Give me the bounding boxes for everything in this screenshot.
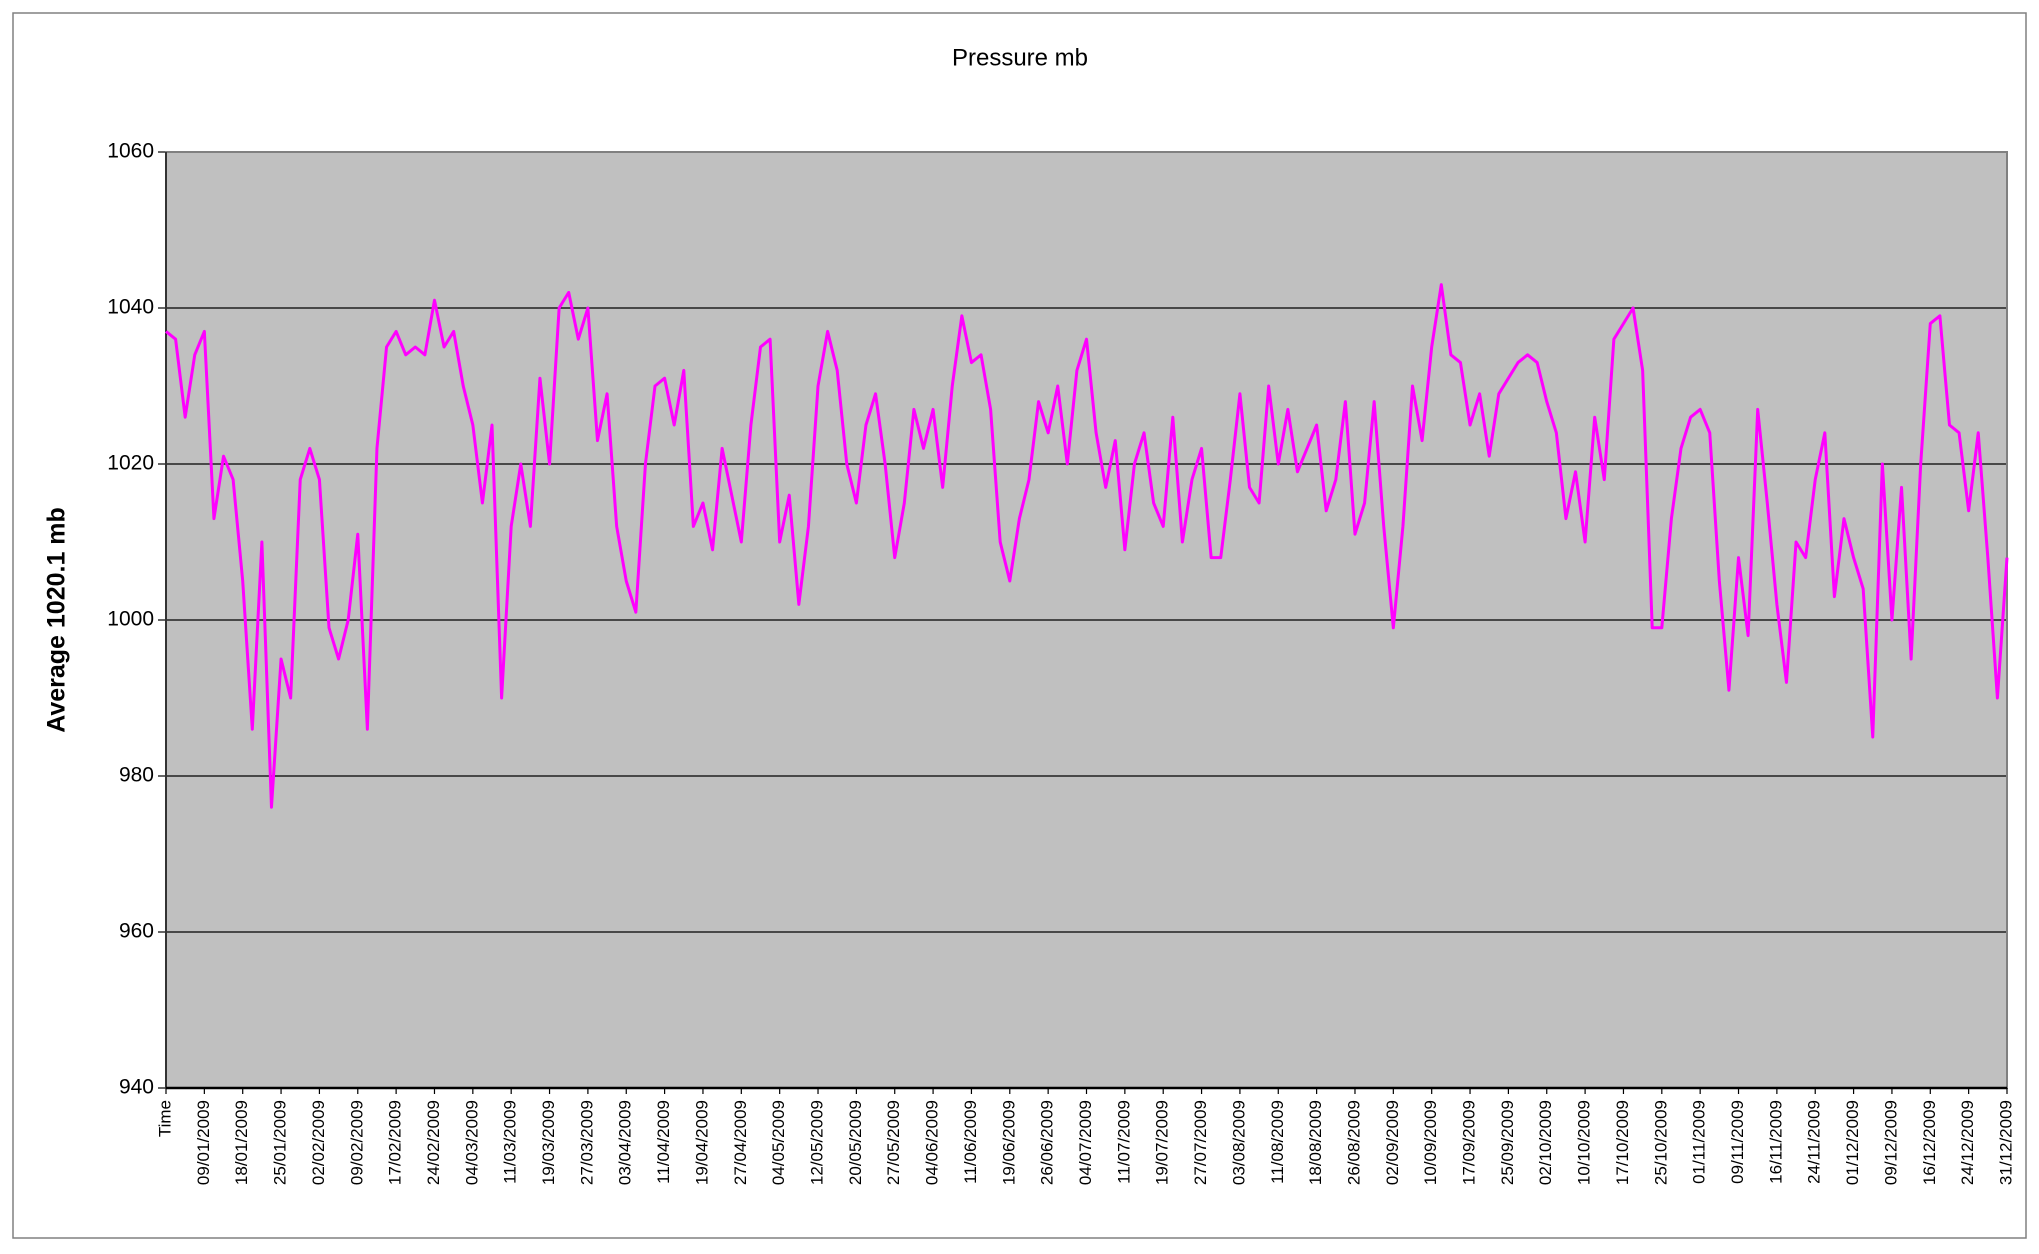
x-tick-label: 03/04/2009 [616, 1100, 635, 1185]
x-tick-label: 02/10/2009 [1536, 1100, 1555, 1185]
x-tick-label: 26/08/2009 [1344, 1100, 1363, 1185]
x-tick-label: 17/02/2009 [386, 1100, 405, 1185]
x-tick-label: 17/09/2009 [1460, 1100, 1479, 1185]
x-tick-label: 19/06/2009 [999, 1100, 1018, 1185]
x-tick-label: 19/07/2009 [1153, 1100, 1172, 1185]
x-tick-label: 11/03/2009 [501, 1100, 520, 1184]
x-tick-label: 27/04/2009 [731, 1100, 750, 1185]
x-tick-label: 11/08/2009 [1268, 1100, 1287, 1184]
x-tick-label: 27/03/2009 [577, 1100, 596, 1185]
x-tick-label: 24/11/2009 [1805, 1100, 1824, 1184]
x-tick-label: 03/08/2009 [1229, 1100, 1248, 1185]
chart-title: Pressure mb [952, 44, 1088, 71]
y-tick-label: 940 [119, 1076, 154, 1099]
y-tick-label: 1020 [107, 452, 154, 475]
x-tick-label: 09/01/2009 [194, 1100, 213, 1185]
x-tick-label: 25/09/2009 [1498, 1100, 1517, 1185]
x-tick-label: 10/09/2009 [1421, 1100, 1440, 1185]
x-tick-label: 09/11/2009 [1728, 1100, 1747, 1184]
x-tick-label: 27/07/2009 [1191, 1100, 1210, 1185]
x-tick-label: 11/04/2009 [654, 1100, 673, 1184]
data-line [165, 283, 2009, 809]
x-tick-label: 01/12/2009 [1843, 1100, 1862, 1185]
y-tick-label: 1040 [107, 296, 154, 319]
x-tick-label: 31/12/2009 [1996, 1100, 2015, 1185]
x-tick-label: 10/10/2009 [1575, 1100, 1594, 1185]
x-tick-label: 19/04/2009 [692, 1100, 711, 1185]
x-tick-label: 18/01/2009 [232, 1100, 251, 1185]
x-tick-label: 04/06/2009 [923, 1100, 942, 1185]
x-tick-label: 01/11/2009 [1690, 1100, 1709, 1184]
y-tick-label: 980 [119, 764, 154, 787]
y-tick-label: 960 [119, 920, 154, 943]
x-tick-label: 09/12/2009 [1881, 1100, 1900, 1185]
y-axis-label: Average 1020.1 mb [43, 507, 71, 733]
x-tick-label: 02/09/2009 [1383, 1100, 1402, 1185]
x-tick-label: 19/03/2009 [539, 1100, 558, 1185]
x-tick-label: 16/12/2009 [1920, 1100, 1939, 1185]
x-tick-label: 18/08/2009 [1306, 1100, 1325, 1185]
x-tick-label: 24/12/2009 [1958, 1100, 1977, 1185]
x-tick-label: 12/05/2009 [808, 1100, 827, 1185]
x-tick-label: 04/07/2009 [1076, 1100, 1095, 1185]
x-tick-label: 20/05/2009 [846, 1100, 865, 1185]
x-tick-label: 02/02/2009 [309, 1100, 328, 1185]
y-tick-label: 1060 [107, 140, 154, 163]
x-tick-label: 04/03/2009 [462, 1100, 481, 1185]
x-tick-label: 17/10/2009 [1613, 1100, 1632, 1185]
y-tick-label: 1000 [107, 608, 154, 631]
x-tick-label: 27/05/2009 [884, 1100, 903, 1185]
x-tick-label: 26/06/2009 [1038, 1100, 1057, 1185]
x-tick-label: 09/02/2009 [347, 1100, 366, 1185]
x-tick-label: 11/06/2009 [961, 1100, 980, 1184]
x-tick-label: Time [155, 1100, 174, 1137]
x-tick-label: 24/02/2009 [424, 1100, 443, 1185]
x-tick-label: 04/05/2009 [769, 1100, 788, 1185]
x-tick-label: 16/11/2009 [1766, 1100, 1785, 1184]
x-tick-label: 11/07/2009 [1114, 1100, 1133, 1184]
x-tick-label: 25/01/2009 [271, 1100, 290, 1185]
x-tick-label: 25/10/2009 [1651, 1100, 1670, 1185]
